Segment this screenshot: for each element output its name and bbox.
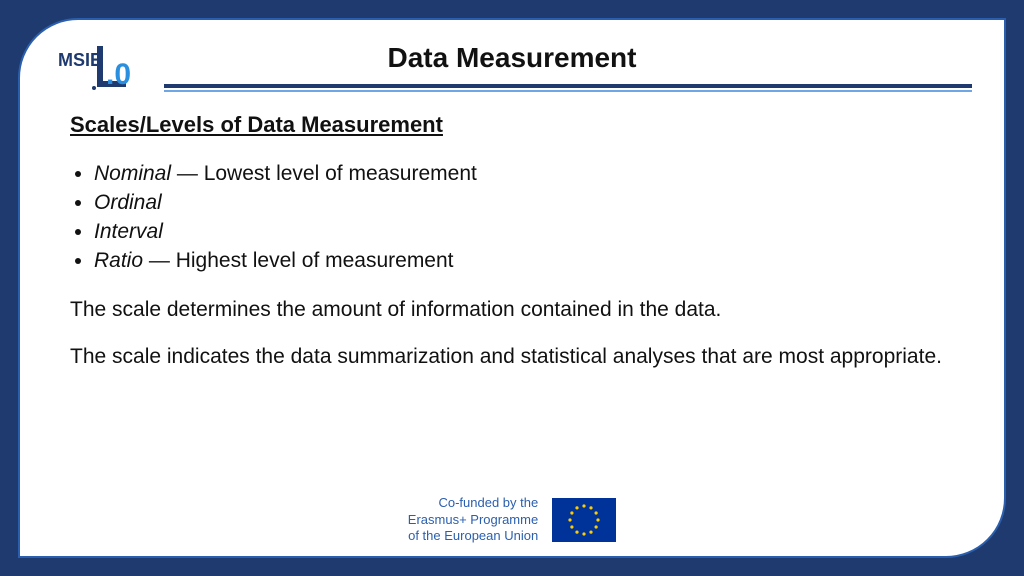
slide-content: Scales/Levels of Data Measurement Nomina… — [70, 112, 966, 369]
bullet-term: Ordinal — [94, 191, 162, 214]
content-subtitle: Scales/Levels of Data Measurement — [70, 112, 966, 138]
page-title: Data Measurement — [48, 42, 976, 74]
title-divider — [164, 84, 972, 92]
bullet-list: Nominal — Lowest level of measurement Or… — [94, 160, 966, 276]
footer-text: Co-funded by the Erasmus+ Programme of t… — [408, 495, 538, 544]
msie-logo: MSIE .0 — [56, 42, 152, 102]
svg-text:.0: .0 — [106, 58, 131, 91]
eu-flag-icon — [552, 498, 616, 542]
list-item: Nominal — Lowest level of measurement — [94, 160, 966, 189]
footer: Co-funded by the Erasmus+ Programme of t… — [20, 495, 1004, 544]
body-paragraph: The scale determines the amount of infor… — [70, 298, 966, 323]
slide-inner: MSIE .0 Data Measurement Scales/Levels o… — [18, 18, 1006, 558]
footer-line: Co-funded by the — [408, 495, 538, 511]
bullet-rest: — Lowest level of measurement — [171, 162, 477, 185]
bullet-term: Ratio — [94, 249, 143, 272]
bullet-term: Interval — [94, 220, 163, 243]
list-item: Ratio — Highest level of measurement — [94, 247, 966, 276]
slide-frame: MSIE .0 Data Measurement Scales/Levels o… — [0, 0, 1024, 576]
svg-text:MSIE: MSIE — [58, 50, 102, 70]
list-item: Interval — [94, 218, 966, 247]
footer-line: of the European Union — [408, 528, 538, 544]
bullet-term: Nominal — [94, 162, 171, 185]
bullet-rest: — Highest level of measurement — [143, 249, 453, 272]
footer-line: Erasmus+ Programme — [408, 512, 538, 528]
body-paragraph: The scale indicates the data summarizati… — [70, 345, 966, 370]
list-item: Ordinal — [94, 189, 966, 218]
